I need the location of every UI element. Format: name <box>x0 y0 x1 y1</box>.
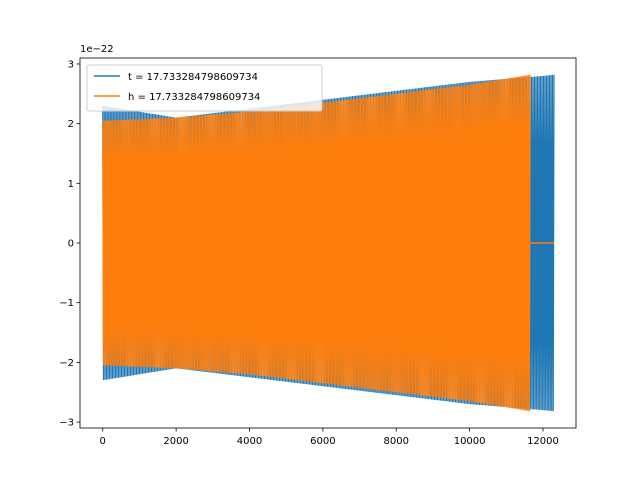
y-tick-label: −3 <box>59 418 74 429</box>
series-line-0 <box>102 74 555 412</box>
y-tick-label: 1 <box>68 179 74 190</box>
legend-label-t: t = 17.733284798609734 <box>128 72 258 83</box>
y-tick-label: −2 <box>59 358 74 369</box>
y-offset-label: 1e−22 <box>80 44 114 55</box>
series-layer <box>102 74 555 412</box>
y-tick-label: −1 <box>59 298 74 309</box>
y-tick-label: 3 <box>68 59 74 70</box>
x-tick-label: 10000 <box>454 436 486 447</box>
legend: t = 17.733284798609734 h = 17.7332847986… <box>86 64 323 112</box>
x-axis: 0 2000 4000 6000 8000 10000 12000 <box>100 428 559 447</box>
x-tick-label: 12000 <box>527 436 559 447</box>
legend-box <box>86 64 323 112</box>
y-tick-label: 0 <box>68 239 74 250</box>
x-tick-label: 4000 <box>237 436 262 447</box>
x-tick-label: 0 <box>100 436 106 447</box>
x-tick-label: 6000 <box>310 436 335 447</box>
legend-label-h: h = 17.733284798609734 <box>128 92 260 103</box>
x-tick-label: 8000 <box>384 436 409 447</box>
y-tick-label: 2 <box>68 119 74 130</box>
y-axis: 3 2 1 0 −1 −2 −3 <box>59 59 80 429</box>
x-tick-label: 2000 <box>163 436 188 447</box>
